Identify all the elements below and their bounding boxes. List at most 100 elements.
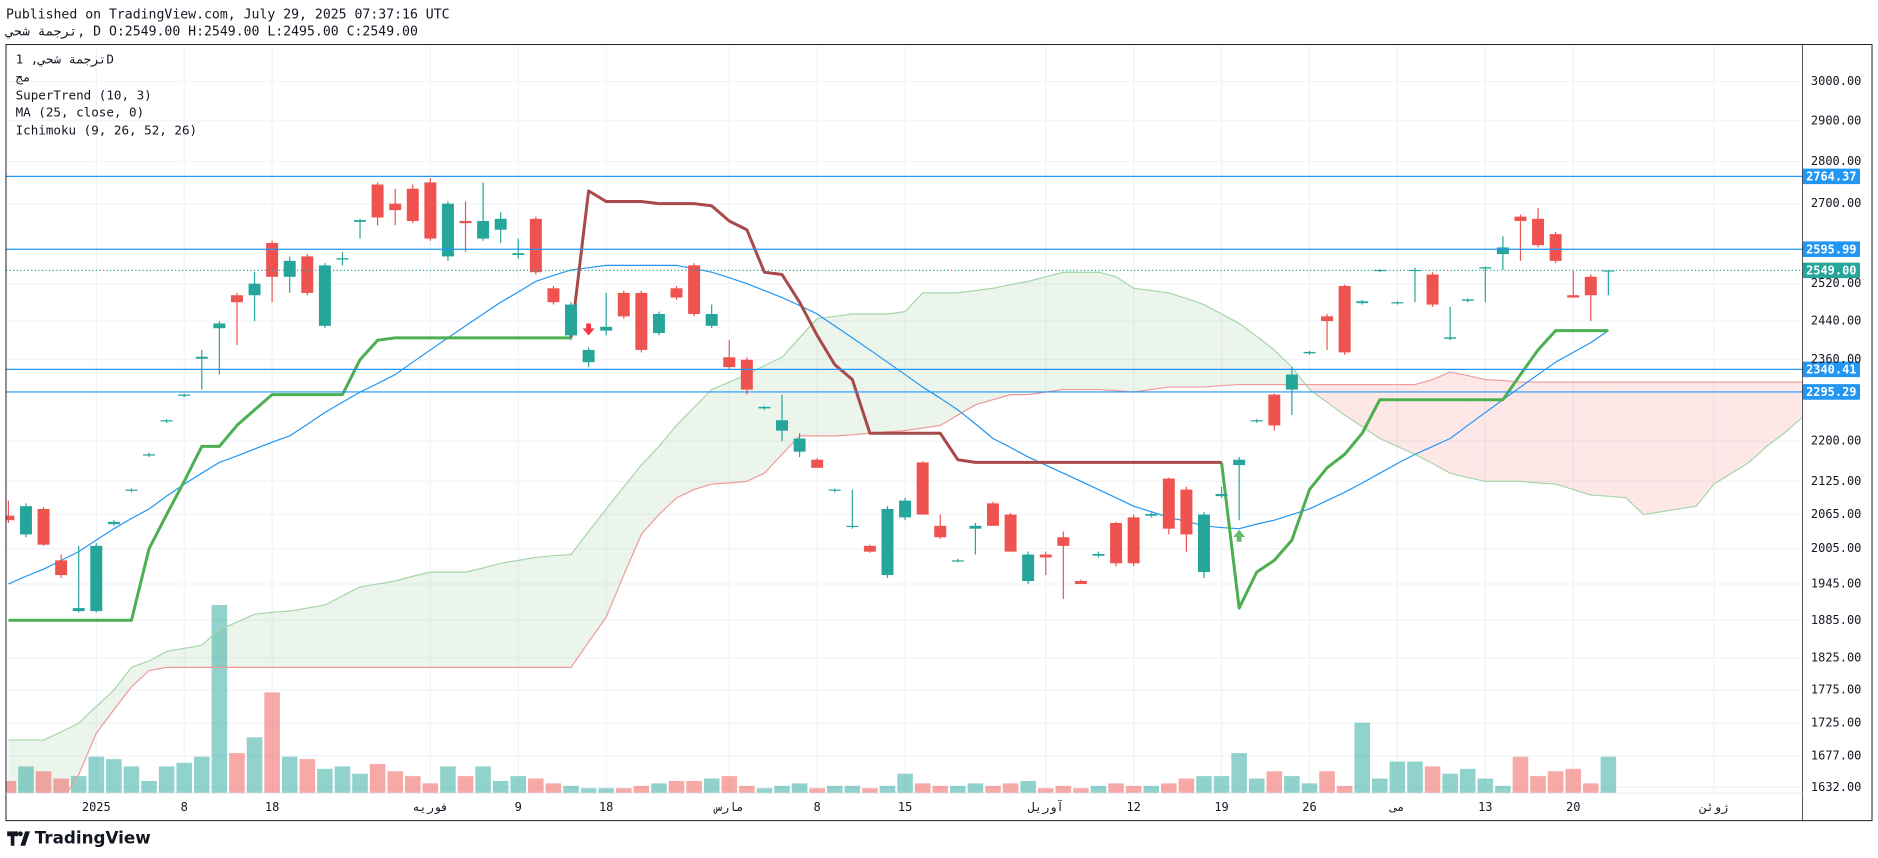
cloud-segment [1749, 382, 1767, 463]
volume-bar [1125, 785, 1142, 794]
cloud-segment [1573, 382, 1591, 496]
volume-bar [739, 785, 755, 794]
x-tick-label: 15 [898, 800, 912, 814]
cloud-segment [272, 611, 290, 668]
candle-body [90, 545, 103, 612]
volume-bar [246, 737, 263, 794]
x-tick-label: 18 [265, 800, 279, 814]
volume-bar [967, 783, 984, 794]
candle-body [1268, 394, 1281, 426]
volume-bar [1002, 783, 1019, 794]
cloud-segment [1450, 372, 1468, 478]
cloud-segment [588, 508, 607, 643]
cloud-segment [1678, 382, 1697, 509]
volume-bar [580, 788, 597, 794]
candle-body [1074, 580, 1087, 584]
cloud-segment [1098, 272, 1117, 391]
cloud-segment [553, 554, 572, 668]
candle-body [740, 359, 753, 390]
volume-bar [1266, 771, 1283, 794]
cloud-segment [1784, 382, 1802, 434]
cloud-segment [500, 560, 519, 668]
candle-body [336, 258, 349, 260]
candle-body [705, 313, 718, 326]
footer-logo: TradingView [7, 828, 151, 848]
y-tick-label: 2440.00 [1811, 314, 1861, 328]
price-tag-label: 2549.00 [1806, 263, 1856, 277]
candle-body [1215, 493, 1228, 497]
candle-body [55, 560, 68, 576]
y-tick-label: 2065.00 [1811, 507, 1861, 521]
candle-body [846, 525, 859, 528]
cloud-segment [799, 318, 818, 436]
candle-body [652, 313, 665, 334]
candle-body [1444, 337, 1457, 339]
candle-body [1461, 299, 1474, 301]
y-tick-label: 2520.00 [1811, 276, 1861, 290]
candle-body [635, 292, 648, 350]
y-tick-label: 2800.00 [1811, 154, 1861, 168]
candle-body [1180, 489, 1193, 535]
volume-bar [106, 759, 122, 794]
candle-body [1356, 301, 1369, 304]
axes: 1632.00 1677.00 1725.00 1775.00 1825.00 1885.… [82, 74, 1862, 815]
x-tick-label: 20 [1566, 800, 1580, 814]
cloud-segment [992, 284, 1011, 400]
price-tag-label: 2340.41 [1806, 362, 1856, 376]
candle-body [1145, 513, 1158, 516]
volume-bar [1213, 776, 1230, 794]
candle-body [1110, 523, 1123, 564]
cloud-segment [1116, 276, 1134, 393]
volume-bar [194, 756, 210, 794]
cloud-segment [1080, 272, 1099, 390]
cloud-segment [1467, 375, 1486, 482]
candle-body [406, 188, 419, 221]
volume-bar [1583, 783, 1599, 794]
volume-bar [211, 605, 228, 794]
candle-body [1250, 420, 1263, 422]
candle-body [617, 292, 630, 317]
volume-bar [141, 780, 157, 794]
candle-body [195, 356, 208, 359]
price-tag-label: 2595.99 [1806, 242, 1856, 256]
volume-bar [1512, 756, 1529, 794]
cloud-segment [447, 572, 466, 668]
volume-bar [615, 788, 632, 794]
grid [5, 45, 1803, 794]
volume-bar [1231, 753, 1247, 794]
x-tick-label: 8 [181, 800, 188, 814]
candle-body [160, 420, 173, 422]
cloud-segment [1344, 384, 1363, 427]
cloud-segment [465, 567, 484, 668]
candle-body [688, 265, 701, 314]
cloud-segment [1538, 382, 1556, 485]
volume-bar [1477, 778, 1494, 794]
y-tick-label: 1825.00 [1811, 650, 1861, 664]
candle-body [1233, 459, 1246, 466]
candle-body [1549, 234, 1562, 261]
cloud-segment [623, 465, 642, 576]
y-tick-label: 2125.00 [1811, 474, 1861, 488]
volume-bar [862, 788, 878, 794]
cloud-segment [1485, 379, 1503, 482]
volume-bar [1020, 780, 1036, 794]
cloud-segment [571, 531, 589, 668]
x-tick-label: 8 [814, 800, 821, 814]
indicator-lines [8, 189, 1803, 794]
cloud-segment [78, 706, 97, 775]
cloud-segment [289, 608, 308, 668]
volume-bar [1372, 778, 1388, 794]
volume-bar [668, 780, 685, 794]
candle-body [318, 265, 331, 326]
cloud-segment [1379, 384, 1398, 447]
volume-bar [598, 788, 614, 794]
candle-body [5, 515, 15, 521]
volume-bar [1565, 768, 1581, 794]
volume-bar [1547, 771, 1564, 794]
candle-body [1584, 276, 1597, 296]
cloud-segment [940, 292, 958, 426]
y-tick-label: 1677.00 [1811, 748, 1861, 762]
logo-mark [7, 831, 30, 846]
volume-bar [1090, 785, 1107, 794]
